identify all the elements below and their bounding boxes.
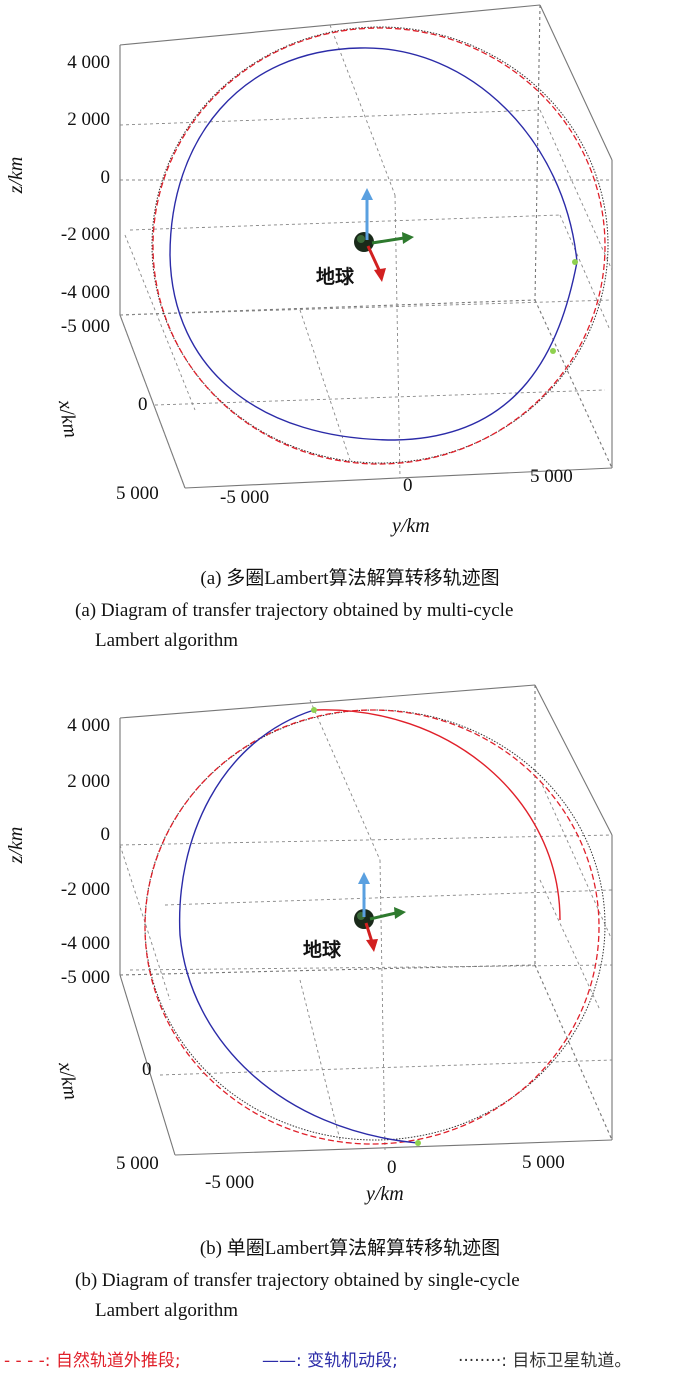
z-tick: -4 000: [61, 933, 110, 954]
y-tick: 5 000: [522, 1152, 565, 1173]
target-orbit-b: [144, 709, 606, 1141]
caption-a-en-2: Lambert algorithm: [95, 630, 238, 651]
earth-label: 地球: [303, 938, 342, 961]
arrow-x-icon: [364, 922, 374, 943]
target-orbit-a: [151, 26, 609, 464]
x-axis-label: x/km: [54, 397, 82, 439]
chart-panel-a: 地球 4 000 2 000 0 -2 000 -4 000 -5 000 z/…: [0, 0, 700, 680]
z-tick: -5 000: [61, 316, 110, 337]
natural-orbit-b: [144, 709, 600, 1145]
orbit-point: [550, 348, 556, 354]
grid-lines: [119, 24, 613, 489]
y-tick: 5 000: [530, 466, 573, 487]
transfer-orbit-b: [178, 709, 419, 1144]
x-tick: 5 000: [116, 1153, 159, 1174]
y-tick: -5 000: [205, 1172, 254, 1193]
z-tick: 4 000: [67, 715, 110, 736]
y-axis-label: y/km: [390, 515, 430, 537]
caption-b-en-1: (b) Diagram of transfer trajectory obtai…: [75, 1270, 520, 1291]
y-axis-label: y/km: [364, 1183, 404, 1205]
z-tick: -2 000: [61, 879, 110, 900]
z-tick: 2 000: [67, 771, 110, 792]
z-axis-label: z/km: [5, 157, 27, 195]
natural-orbit-a: [152, 27, 606, 465]
z-tick: 2 000: [67, 109, 110, 130]
earth-label: 地球: [316, 265, 355, 288]
chart-b-plot: 地球 4 000 2 000 0 -2 000 -4 000 -5 000 z/…: [5, 684, 613, 1205]
z-tick: 0: [101, 167, 111, 188]
legend-label-transfer: ——: 变轨机动段;: [262, 1351, 398, 1371]
legend-item-natural: - - - -: 自然轨道外推段;: [4, 1346, 181, 1376]
x-tick: 0: [142, 1059, 152, 1080]
z-tick: 0: [101, 824, 111, 845]
legend-item-transfer: ——: 变轨机动段;: [262, 1346, 398, 1376]
grid-lines: [119, 699, 613, 1151]
y-tick: 0: [387, 1157, 397, 1178]
caption-a-en-1: (a) Diagram of transfer trajectory obtai…: [75, 600, 514, 621]
z-tick: 4 000: [67, 52, 110, 73]
legend: - - - -: 自然轨道外推段; ——: 变轨机动段; ········: 目…: [0, 1346, 700, 1376]
z-tick: -4 000: [61, 282, 110, 303]
caption-a-zh: (a) 多圈Lambert算法解算转移轨迹图: [200, 568, 500, 589]
x-tick: 5 000: [116, 483, 159, 504]
arrow-y-icon: [371, 236, 405, 245]
orbit-point: [311, 707, 317, 713]
z-tick: -5 000: [61, 967, 110, 988]
y-tick: 0: [403, 475, 413, 496]
natural-arc-solid-b: [313, 709, 561, 921]
x-tick: 0: [138, 394, 148, 415]
legend-label-target: ········: 目标卫星轨道。: [458, 1351, 632, 1371]
x-axis-label: x/km: [54, 1059, 82, 1101]
y-tick: -5 000: [220, 487, 269, 508]
legend-item-target: ········: 目标卫星轨道。: [458, 1346, 631, 1376]
orbit-point: [415, 1140, 421, 1146]
arrow-y-icon: [369, 911, 397, 921]
transfer-orbit-a: [169, 47, 578, 441]
arrow-x-icon: [366, 245, 382, 273]
z-axis-label: z/km: [5, 827, 27, 865]
orbit-point: [572, 259, 578, 265]
z-tick: -2 000: [61, 224, 110, 245]
chart-a-plot: 地球 4 000 2 000 0 -2 000 -4 000 -5 000 z/…: [5, 4, 613, 537]
caption-b-zh: (b) 单圈Lambert算法解算转移轨迹图: [199, 1238, 501, 1259]
chart-panel-b: 地球 4 000 2 000 0 -2 000 -4 000 -5 000 z/…: [0, 680, 700, 1330]
caption-b-en-2: Lambert algorithm: [95, 1300, 238, 1321]
legend-label-natural: - - - -: 自然轨道外推段;: [4, 1351, 181, 1371]
